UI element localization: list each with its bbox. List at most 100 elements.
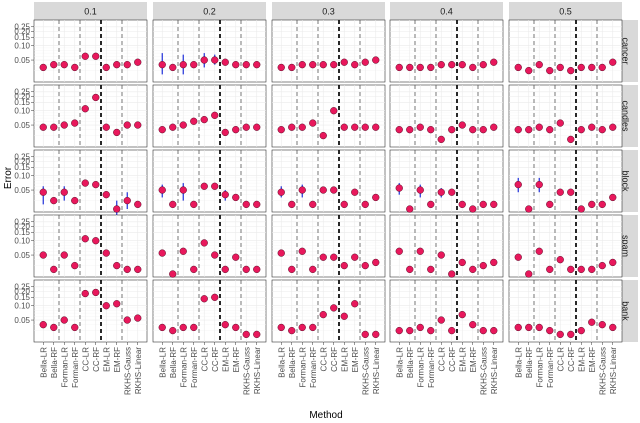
x-tick-label: Forman-LR — [179, 347, 188, 388]
data-point — [288, 123, 296, 131]
data-point — [416, 186, 424, 194]
data-point — [221, 321, 229, 329]
y-tick-label: 0.10 — [14, 42, 30, 51]
facet-panel — [152, 84, 267, 148]
data-point — [406, 126, 414, 134]
x-tick-label: CC-LR — [437, 347, 446, 372]
x-tick-label: CC-RF — [92, 347, 101, 372]
x-tick-label: Forman-LR — [298, 347, 307, 388]
data-point — [361, 200, 369, 209]
data-point — [546, 66, 554, 75]
x-tick-label: EM-LR — [102, 347, 111, 372]
data-point — [253, 123, 261, 131]
data-point — [39, 63, 47, 72]
data-point — [81, 105, 89, 113]
data-point — [71, 261, 79, 270]
data-point — [190, 265, 198, 274]
data-point — [298, 323, 306, 332]
data-point — [242, 123, 250, 131]
data-point — [598, 63, 606, 72]
facet-panel — [152, 19, 267, 83]
data-point — [200, 182, 208, 190]
y-tick-label: 0.25 — [14, 88, 30, 97]
y-tick-label: 0.15 — [14, 33, 30, 42]
data-point — [416, 123, 424, 131]
data-point — [490, 58, 498, 66]
data-point — [588, 123, 596, 131]
x-tick-label: Bella-RF — [288, 347, 297, 378]
x-tick-label: Forman-LR — [60, 347, 69, 388]
data-point — [458, 61, 466, 69]
data-point — [437, 135, 445, 144]
data-point — [169, 123, 177, 131]
y-tick-label: 0.10 — [14, 172, 30, 181]
data-point — [102, 249, 110, 257]
x-tick-label: CC-LR — [200, 347, 209, 372]
data-point — [134, 58, 142, 66]
data-point — [416, 247, 424, 255]
data-point — [102, 302, 110, 310]
data-point — [490, 200, 498, 209]
data-point — [288, 326, 296, 335]
data-point — [92, 237, 100, 245]
y-tick-label: 0.05 — [14, 316, 30, 325]
data-point — [448, 126, 456, 134]
data-point — [190, 200, 198, 209]
x-tick-label: EM-LR — [458, 347, 467, 372]
data-point — [253, 330, 261, 339]
data-point — [158, 186, 166, 194]
data-point — [406, 326, 414, 335]
data-point — [288, 200, 296, 209]
data-point — [179, 121, 187, 129]
data-point — [609, 323, 617, 332]
facet-panel — [271, 19, 386, 83]
data-point — [288, 63, 296, 72]
data-point — [535, 180, 543, 189]
data-point — [134, 265, 142, 274]
data-point — [158, 323, 166, 332]
data-point — [330, 253, 338, 261]
y-tick-label: 0.20 — [14, 92, 30, 101]
data-point — [39, 251, 47, 259]
row-strip-label: candles — [621, 100, 631, 132]
row-strip-label: bank — [621, 301, 631, 321]
x-tick-label: EM-RF — [113, 347, 122, 372]
data-point — [556, 119, 564, 127]
data-point — [134, 121, 142, 129]
data-point — [319, 61, 327, 69]
data-point — [211, 111, 219, 119]
data-point — [71, 323, 79, 332]
data-point — [340, 123, 348, 131]
data-point — [179, 61, 187, 69]
data-point — [158, 61, 166, 69]
x-tick-label: EM-LR — [221, 347, 230, 372]
data-point — [200, 239, 208, 247]
column-strip-label: 0.2 — [203, 7, 216, 17]
data-point — [60, 61, 68, 69]
data-point — [535, 123, 543, 131]
x-tick-label: Bella-LR — [514, 347, 523, 378]
data-point — [179, 186, 187, 194]
x-tick-label: RKHS-Linear — [134, 347, 143, 394]
data-point — [556, 188, 564, 196]
data-point — [567, 135, 575, 144]
data-point — [242, 330, 250, 339]
x-tick-label: RKHS-Linear — [609, 347, 618, 394]
data-point — [242, 61, 250, 69]
data-point — [351, 253, 359, 261]
data-point — [577, 63, 585, 72]
data-point — [211, 251, 219, 259]
data-point — [448, 326, 456, 335]
data-point — [242, 265, 250, 274]
x-tick-label: EM-RF — [351, 347, 360, 372]
data-point — [319, 253, 327, 261]
x-tick-label: Forman-LR — [535, 347, 544, 388]
data-point — [81, 289, 89, 298]
data-point — [469, 265, 477, 274]
y-axis-title: Error — [3, 166, 14, 189]
data-point — [469, 126, 477, 134]
data-point — [158, 126, 166, 134]
data-point — [298, 61, 306, 69]
data-point — [309, 200, 317, 209]
